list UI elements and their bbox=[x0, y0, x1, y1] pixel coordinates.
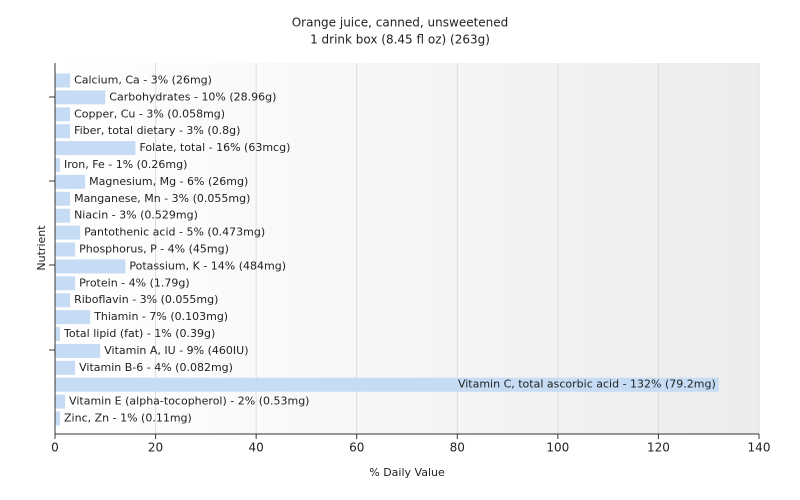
bar-label: Folate, total - 16% (63mcg) bbox=[139, 141, 290, 154]
bar-label: Vitamin B-6 - 4% (0.082mg) bbox=[79, 361, 233, 374]
bar-label: Potassium, K - 14% (484mg) bbox=[129, 259, 286, 272]
bar bbox=[55, 191, 71, 206]
bar bbox=[55, 141, 136, 156]
bar-label: Vitamin E (alpha-tocopherol) - 2% (0.53m… bbox=[69, 395, 309, 408]
x-tick-label: 20 bbox=[148, 441, 163, 455]
bar-label: Iron, Fe - 1% (0.26mg) bbox=[64, 158, 187, 171]
bar-label: Magnesium, Mg - 6% (26mg) bbox=[89, 175, 248, 188]
bar bbox=[55, 73, 71, 88]
bar bbox=[55, 310, 91, 325]
bar bbox=[55, 394, 66, 409]
bar bbox=[55, 259, 126, 274]
y-axis-title: Nutrient bbox=[35, 225, 48, 271]
x-tick-label: 40 bbox=[249, 441, 264, 455]
bar bbox=[55, 360, 76, 375]
bar-label: Vitamin A, IU - 9% (460IU) bbox=[104, 344, 248, 357]
bar-label: Carbohydrates - 10% (28.96g) bbox=[109, 90, 276, 103]
bar-label: Vitamin C, total ascorbic acid - 132% (7… bbox=[458, 378, 716, 391]
x-axis-title: % Daily Value bbox=[369, 466, 445, 479]
bar-label: Pantothenic acid - 5% (0.473mg) bbox=[84, 226, 265, 239]
bar-label: Manganese, Mn - 3% (0.055mg) bbox=[74, 192, 250, 205]
bar-label: Calcium, Ca - 3% (26mg) bbox=[74, 73, 212, 86]
x-tick-label: 120 bbox=[647, 441, 670, 455]
bar-label: Riboflavin - 3% (0.055mg) bbox=[74, 293, 218, 306]
bar bbox=[55, 377, 719, 392]
x-tick-label: 100 bbox=[546, 441, 569, 455]
bar-label: Zinc, Zn - 1% (0.11mg) bbox=[64, 412, 192, 425]
bar bbox=[55, 174, 86, 189]
bar-label: Phosphorus, P - 4% (45mg) bbox=[79, 243, 229, 256]
bar bbox=[55, 90, 106, 105]
x-tick-label: 0 bbox=[51, 441, 59, 455]
bar-label: Thiamin - 7% (0.103mg) bbox=[93, 310, 228, 323]
chart-subtitle: 1 drink box (8.45 fl oz) (263g) bbox=[310, 33, 490, 47]
bar bbox=[55, 411, 61, 426]
x-tick-label: 140 bbox=[748, 441, 771, 455]
bar bbox=[55, 276, 76, 291]
bar-label: Fiber, total dietary - 3% (0.8g) bbox=[74, 124, 240, 137]
bar bbox=[55, 327, 61, 342]
bar bbox=[55, 242, 76, 257]
bar-label: Protein - 4% (1.79g) bbox=[79, 276, 190, 289]
x-tick-label: 80 bbox=[450, 441, 465, 455]
bar-label: Total lipid (fat) - 1% (0.39g) bbox=[63, 327, 215, 340]
bar bbox=[55, 208, 71, 223]
bar bbox=[55, 124, 71, 139]
bar bbox=[55, 225, 81, 240]
bar bbox=[55, 107, 71, 122]
chart-title: Orange juice, canned, unsweetened bbox=[292, 16, 509, 30]
bar bbox=[55, 343, 101, 358]
bar-label: Copper, Cu - 3% (0.058mg) bbox=[74, 107, 225, 120]
x-tick-label: 60 bbox=[349, 441, 364, 455]
bar bbox=[55, 293, 71, 308]
plot-area bbox=[55, 63, 759, 434]
bar-label: Niacin - 3% (0.529mg) bbox=[74, 209, 198, 222]
bar bbox=[55, 157, 61, 172]
